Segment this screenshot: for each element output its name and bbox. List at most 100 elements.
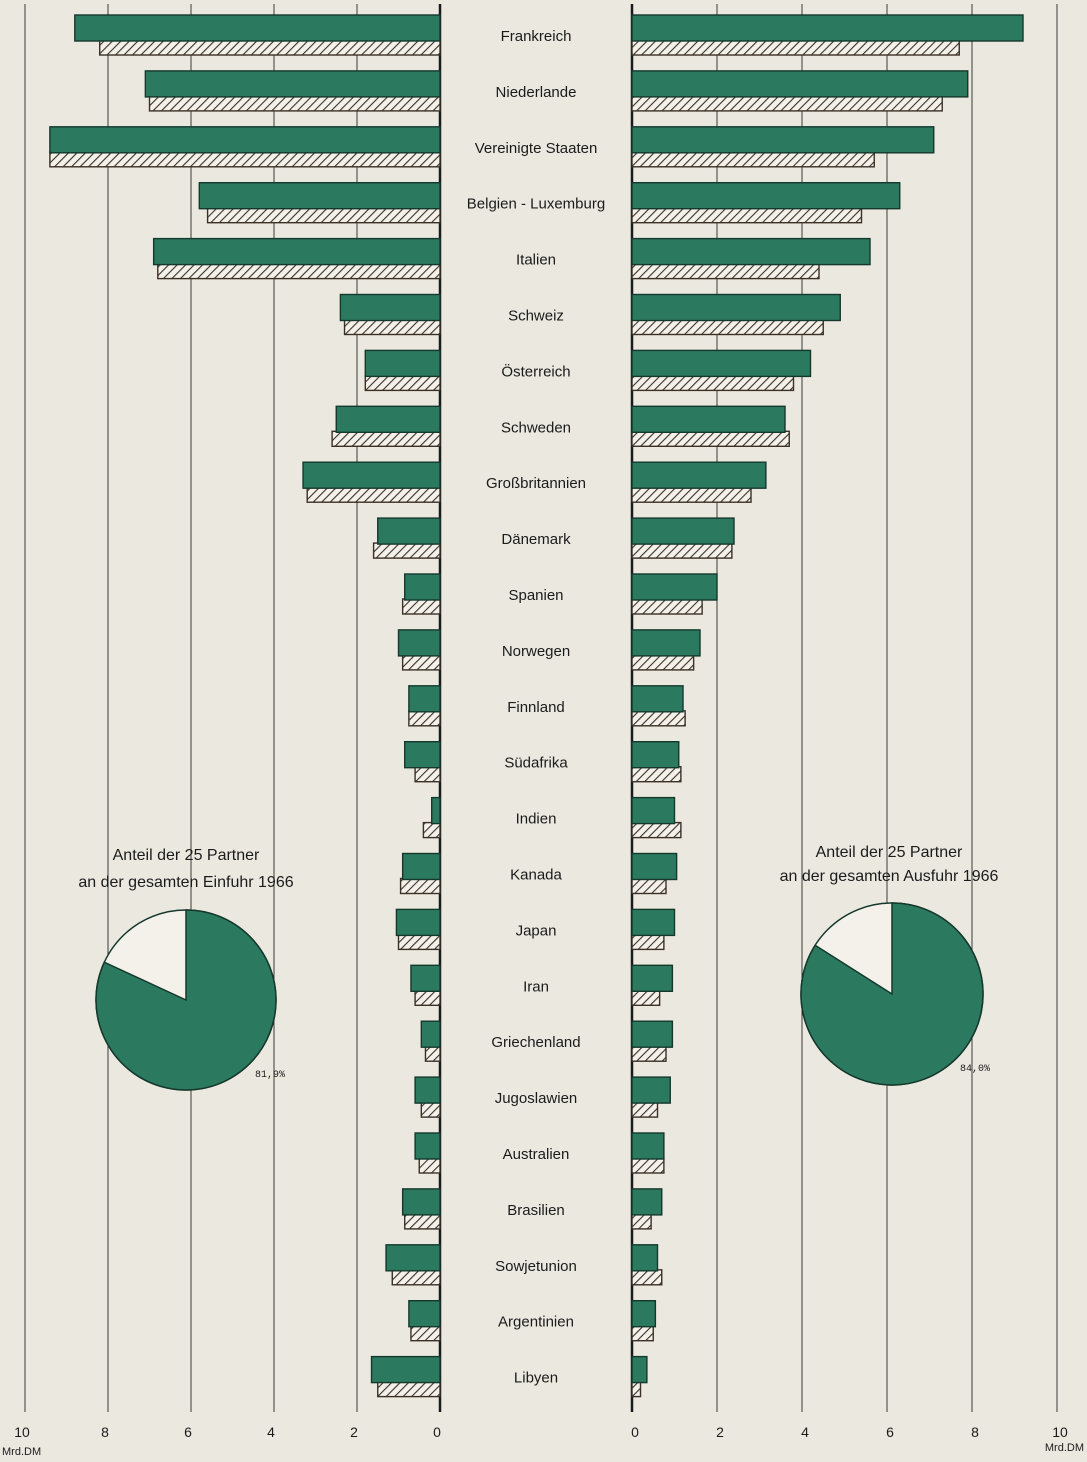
bar-right-hatched-osterreich	[631, 374, 795, 392]
bar-right-hatched-vereinigte-staaten	[631, 151, 875, 168]
bar-right-solid-finnland	[631, 685, 684, 713]
bar-left-solid-finnland	[408, 685, 441, 713]
tick-right-10: 10	[1052, 1424, 1068, 1440]
bar-left-hatched-australien	[418, 1157, 441, 1174]
tick-left-6: 6	[184, 1424, 192, 1440]
country-label-schweiz: Schweiz	[508, 308, 564, 325]
bar-left-solid-osterreich	[364, 349, 441, 378]
country-label-griechenland: Griechenland	[491, 1034, 580, 1051]
bar-right-hatched-danemark	[631, 542, 733, 559]
bar-right-hatched-belgien-luxemburg	[631, 206, 863, 224]
bar-right-solid-iran	[631, 964, 674, 992]
bar-right-hatched-finnland	[631, 710, 686, 727]
bar-right-hatched-jugoslawien	[631, 1101, 659, 1118]
bar-left-hatched-libyen	[377, 1380, 441, 1398]
bar-left-hatched-sudafrika	[414, 766, 441, 783]
tick-left-8: 8	[101, 1424, 109, 1440]
country-label-danemark: Dänemark	[501, 531, 571, 548]
bar-right-solid-japan	[631, 908, 676, 937]
bar-left-hatched-vereinigte-staaten	[49, 151, 441, 168]
tick-left-4: 4	[267, 1424, 275, 1440]
tick-left-10: 10	[14, 1424, 30, 1440]
bar-left-hatched-frankreich	[98, 39, 441, 56]
bar-right-hatched-iran	[631, 989, 661, 1006]
bar-left-hatched-danemark	[372, 542, 441, 559]
bar-right-hatched-sudafrika	[631, 766, 682, 783]
bar-right-solid-australien	[631, 1132, 665, 1160]
bar-right-hatched-frankreich	[631, 39, 960, 56]
bar-right-solid-schweden	[631, 405, 786, 433]
bar-right-solid-schweiz	[631, 293, 841, 322]
bar-left-hatched-finnland	[408, 710, 441, 727]
pie-import-title-line1: Anteil der 25 Partner	[113, 847, 260, 864]
unit-right: Mrd.DM	[1045, 1442, 1084, 1454]
bar-right-hatched-norwegen	[631, 654, 695, 671]
bar-left-solid-niederlande	[144, 70, 441, 98]
bar-right-solid-sowjetunion	[631, 1244, 659, 1272]
country-label-argentinien: Argentinien	[498, 1314, 574, 1331]
tick-right-4: 4	[801, 1424, 809, 1440]
bar-right-hatched-libyen	[631, 1380, 642, 1398]
country-label-kanada: Kanada	[510, 867, 562, 884]
bar-right-solid-italien	[631, 237, 871, 266]
bar-right-hatched-japan	[631, 933, 665, 951]
bar-right-hatched-kanada	[631, 877, 667, 895]
bar-left-solid-australien	[414, 1132, 441, 1160]
pie-export-title-line2: an der gesamten Ausfuhr 1966	[780, 868, 999, 885]
bar-left-hatched-spanien	[401, 598, 441, 615]
bar-left-solid-kanada	[401, 852, 441, 881]
pie-import-percent-label: 81,9%	[255, 1070, 285, 1081]
bar-left-hatched-sowjetunion	[391, 1269, 441, 1286]
bar-left-solid-grossbritannien	[302, 461, 441, 489]
country-labels: Frankreich Niederlande Vereinigte Staaten B…	[467, 28, 605, 1387]
bar-left-hatched-argentinien	[410, 1324, 441, 1342]
country-label-schweden: Schweden	[501, 419, 571, 436]
bar-left-solid-griechenland	[420, 1020, 441, 1048]
bar-left-solid-norwegen	[397, 629, 441, 657]
bar-right-solid-vereinigte-staaten	[631, 126, 935, 154]
bar-left-hatched-jugoslawien	[420, 1101, 441, 1118]
tick-right-6: 6	[886, 1424, 894, 1440]
bar-right-hatched-niederlande	[631, 95, 943, 112]
country-label-brasilien: Brasilien	[507, 1202, 565, 1219]
bar-left-hatched-norwegen	[401, 654, 441, 671]
country-label-spanien: Spanien	[508, 587, 563, 604]
bar-left-hatched-kanada	[399, 877, 441, 895]
country-label-libyen: Libyen	[514, 1370, 558, 1387]
tick-left-0: 0	[433, 1424, 441, 1440]
bar-left-hatched-iran	[414, 989, 441, 1006]
country-label-jugoslawien: Jugoslawien	[495, 1090, 578, 1107]
bar-left-solid-italien	[152, 237, 441, 266]
pie-import-title-line2: an der gesamten Einfuhr 1966	[78, 874, 293, 891]
bars-layer	[49, 14, 1024, 1398]
country-label-vereinigte-staaten: Vereinigte Staaten	[475, 140, 598, 157]
country-label-sowjetunion: Sowjetunion	[495, 1258, 577, 1275]
bar-left-solid-danemark	[377, 517, 441, 545]
bar-left-solid-indien	[431, 796, 441, 825]
tick-left-2: 2	[350, 1424, 358, 1440]
bar-left-hatched-belgien-luxemburg	[206, 206, 441, 224]
pie-export-title-line1: Anteil der 25 Partner	[816, 844, 963, 861]
tick-right-2: 2	[716, 1424, 724, 1440]
bar-left-hatched-indien	[422, 821, 441, 839]
country-label-frankreich: Frankreich	[501, 28, 572, 45]
bar-right-hatched-indien	[631, 821, 682, 839]
bar-right-solid-spanien	[631, 573, 718, 601]
country-label-grossbritannien: Großbritannien	[486, 475, 586, 492]
bar-left-hatched-grossbritannien	[306, 486, 441, 503]
bar-right-solid-sudafrika	[631, 741, 680, 769]
bar-left-solid-sowjetunion	[385, 1244, 441, 1272]
bar-left-solid-frankreich	[74, 14, 441, 42]
country-label-australien: Australien	[503, 1146, 570, 1163]
bar-right-solid-griechenland	[631, 1020, 674, 1048]
unit-left: Mrd.DM	[2, 1446, 41, 1458]
bar-left-hatched-brasilien	[404, 1213, 441, 1230]
bar-left-solid-argentinien	[408, 1299, 441, 1328]
bar-left-solid-japan	[395, 908, 441, 937]
bar-right-solid-brasilien	[631, 1188, 663, 1216]
country-label-norwegen: Norwegen	[502, 643, 570, 660]
bar-left-solid-belgien-luxemburg	[198, 181, 441, 210]
country-label-niederlande: Niederlande	[496, 84, 577, 101]
bar-right-solid-osterreich	[631, 349, 812, 378]
